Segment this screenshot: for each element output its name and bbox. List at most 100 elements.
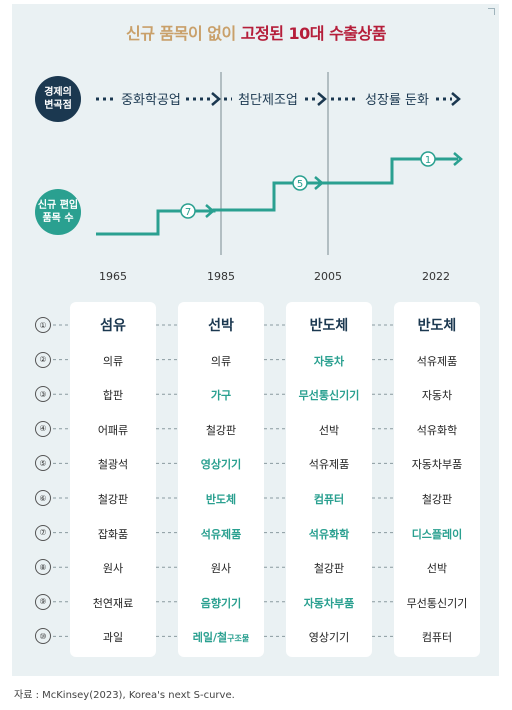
item-name: 철광석 (97, 458, 129, 472)
item-name: 무선통신기기 (298, 389, 360, 403)
year-label-2022: 2022 (422, 270, 450, 283)
item-name: 영상기기 (200, 458, 242, 472)
source-note: 자료 : McKinsey(2023), Korea's next S-curv… (14, 690, 235, 701)
item-name: 컴퓨터 (313, 493, 345, 506)
item-name: 합판 (102, 389, 124, 403)
item-name: 철강판 (421, 493, 453, 506)
new-items-line-1: 신규 편입 (37, 200, 79, 211)
item-name: 철강판 (313, 562, 345, 576)
item-name: 레일/철 (192, 631, 228, 645)
table-cell: 컴퓨터 (377, 629, 497, 645)
count-label-3: 1 (425, 155, 431, 166)
row-number: ⑧ (35, 559, 51, 576)
table-cell: 디스플레이 (377, 526, 497, 542)
row-number: ⑨ (35, 593, 51, 610)
table-cell: 반도체 (377, 315, 497, 335)
table-cell: 선박 (161, 315, 281, 335)
item-name: 과일 (102, 631, 124, 645)
row-number: ④ (35, 420, 51, 437)
item-name: 자동차부품 (411, 458, 463, 472)
item-name: 컴퓨터 (421, 631, 453, 645)
table-cell: 합판 (53, 387, 173, 403)
table-cell: 컴퓨터 (269, 491, 389, 507)
column-1965 (70, 302, 156, 657)
count-circle-2 (292, 175, 308, 191)
turning-point-badge: 경제의 변곡점 (35, 76, 81, 122)
table-cell: 어패류 (53, 422, 173, 438)
item-name: 무선통신기기 (406, 596, 468, 610)
table-cell: 자동차부품 (269, 595, 389, 611)
item-name: 석유제품 (308, 458, 350, 472)
table-cell: 철강판 (377, 491, 497, 507)
table-cell: 의류 (53, 353, 173, 369)
table-cell: 음향기기 (161, 595, 281, 611)
phase-label-2: 첨단제조업 (238, 93, 298, 108)
table-cell: 원사 (53, 560, 173, 576)
title-part-1: 신규 품목이 없이 (126, 24, 241, 43)
table-cell: 석유화학 (269, 526, 389, 542)
item-name: 자동차 (313, 354, 345, 368)
table-cell: 영상기기 (161, 456, 281, 472)
column-2005 (286, 302, 372, 657)
table-cell: 잡화품 (53, 526, 173, 542)
table-cell: 반도체 (161, 491, 281, 507)
item-name: 반도체 (417, 318, 457, 334)
turning-point-line-1: 경제의 (44, 87, 72, 98)
new-items-line-2: 품목 수 (42, 213, 74, 224)
row-number: ⑥ (35, 490, 51, 506)
item-name: 원사 (210, 562, 232, 576)
item-name: 반도체 (309, 318, 349, 334)
table-cell: 선박 (269, 422, 389, 438)
item-name: 철강판 (97, 493, 129, 506)
row-number: ⑦ (35, 524, 51, 541)
item-name: 디스플레이 (411, 527, 463, 541)
table-cell: 레일/철구조물 (161, 629, 281, 645)
table-cell: 과일 (53, 629, 173, 645)
item-name: 영상기기 (308, 631, 350, 645)
item-name: 의류 (210, 354, 232, 368)
table-cell: 가구 (161, 387, 281, 403)
table-cell: 의류 (161, 353, 281, 369)
step-arrowhead-2 (314, 176, 324, 190)
table-cell: 선박 (377, 560, 497, 576)
table-cell: 영상기기 (269, 629, 389, 645)
item-name: 석유제품 (416, 354, 458, 368)
item-name: 선박 (208, 318, 234, 334)
phase-arrowhead-3 (451, 92, 461, 106)
table-cell: 원사 (161, 560, 281, 576)
table-cell: 자동차 (377, 387, 497, 403)
item-suffix: 구조물 (227, 634, 250, 644)
item-name: 음향기기 (200, 596, 242, 610)
table-cell: 천연재료 (53, 595, 173, 611)
step-arrowhead-3 (453, 152, 463, 166)
count-circle-3 (420, 151, 436, 167)
item-name: 잡화품 (97, 527, 129, 541)
table-cell: 무선통신기기 (377, 595, 497, 611)
row-number: ① (35, 317, 51, 333)
row-number: ② (35, 351, 51, 368)
phase-arrowhead-2 (317, 92, 327, 106)
item-name: 자동차 (421, 389, 453, 403)
item-name: 석유제품 (200, 527, 242, 541)
item-name: 석유화학 (416, 423, 458, 437)
year-label-1965: 1965 (99, 270, 127, 283)
new-items-staircase (96, 157, 458, 236)
item-name: 석유화학 (308, 527, 350, 541)
table-cell: 철강판 (53, 491, 173, 507)
table-cell: 반도체 (269, 315, 389, 335)
table-cell: 석유제품 (377, 353, 497, 369)
table-cell: 무선통신기기 (269, 387, 389, 403)
item-name: 철강판 (205, 423, 237, 437)
row-number: ③ (35, 386, 51, 403)
item-name: 자동차부품 (303, 596, 355, 610)
item-name: 가구 (210, 389, 232, 403)
column-2022 (394, 302, 480, 657)
phase-label-3: 성장률 둔화 (365, 93, 429, 108)
count-label-2: 5 (297, 179, 303, 190)
table-cell: 자동차 (269, 353, 389, 369)
table-cell: 자동차부품 (377, 456, 497, 472)
phase-label-1: 중화학공업 (121, 93, 181, 108)
count-label-1: 7 (185, 207, 191, 218)
item-name: 어패류 (97, 423, 129, 437)
